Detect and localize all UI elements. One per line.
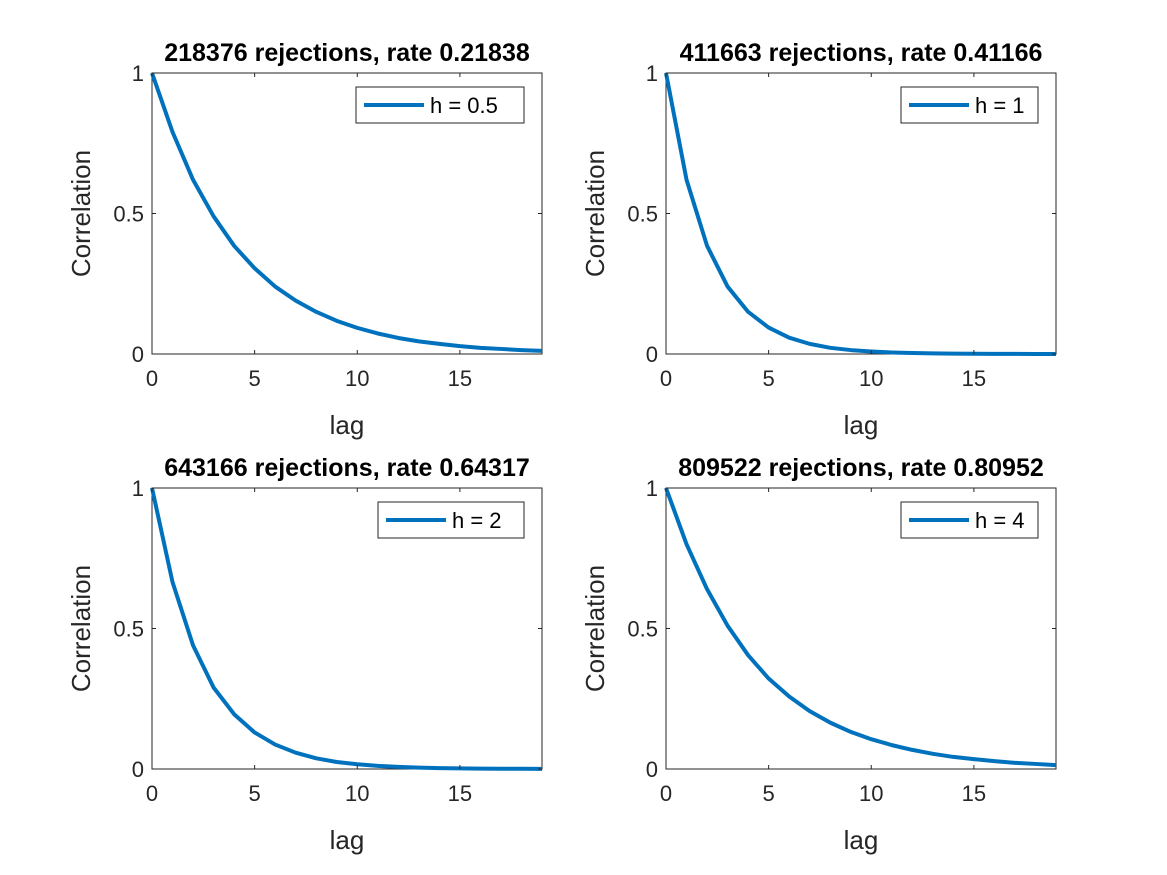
x-tick-label: 10: [859, 781, 883, 806]
y-tick-label: 1: [132, 476, 144, 501]
series-line: [150, 487, 543, 771]
x-axis-label: lag: [330, 825, 365, 855]
legend: h = 0.5: [355, 86, 525, 124]
series-line: [664, 487, 1057, 768]
chart-title: 218376 rejections, rate 0.21838: [164, 39, 530, 67]
y-tick-label: 0.5: [113, 202, 144, 227]
x-axis-label: lag: [844, 825, 879, 855]
y-tick-label: 0: [132, 757, 144, 782]
series-line: [664, 72, 1057, 356]
subplot-2: 0 5 10 15 0 0.5 1 411663 rejections, rate 0.411…: [580, 39, 1057, 440]
legend-label: h = 0.5: [430, 93, 498, 118]
x-tick-label: 15: [448, 366, 472, 391]
y-tick-label: 0: [646, 342, 658, 367]
x-tick-label: 10: [345, 781, 369, 806]
y-tick-label: 1: [646, 476, 658, 501]
x-tick-label: 10: [859, 366, 883, 391]
legend-box: [900, 86, 1039, 124]
y-tick-label: 0: [132, 342, 144, 367]
series-line: [150, 72, 543, 353]
legend: h = 1: [900, 86, 1039, 124]
x-tick-label: 5: [763, 781, 775, 806]
legend-label: h = 2: [452, 508, 502, 533]
chart-title: 411663 rejections, rate 0.41166: [680, 39, 1043, 67]
x-tick-label: 0: [146, 781, 158, 806]
x-tick-label: 0: [660, 366, 672, 391]
y-tick-label: 0.5: [627, 617, 658, 642]
x-axis-label: lag: [330, 410, 365, 440]
legend-label: h = 4: [975, 508, 1025, 533]
x-tick-label: 0: [660, 781, 672, 806]
y-tick-label: 0: [646, 757, 658, 782]
x-axis-label: lag: [844, 410, 879, 440]
x-tick-label: 15: [962, 366, 986, 391]
x-tick-label: 5: [249, 781, 261, 806]
x-tick-label: 15: [448, 781, 472, 806]
x-tick-label: 5: [249, 366, 261, 391]
y-tick-label: 1: [646, 61, 658, 86]
y-axis-label: Correlation: [580, 150, 610, 277]
chart-title: 643166 rejections, rate 0.64317: [164, 454, 530, 482]
legend-label: h = 1: [975, 93, 1025, 118]
subplot-1: 0 5 10 15 0 0.5 1 218376 rejections, rate 0.218…: [66, 39, 543, 440]
legend: h = 4: [900, 501, 1039, 539]
legend: h = 2: [377, 501, 525, 539]
y-axis-label: Correlation: [66, 150, 96, 277]
y-tick-label: 0.5: [113, 617, 144, 642]
x-tick-label: 15: [962, 781, 986, 806]
y-tick-label: 1: [132, 61, 144, 86]
y-axis-label: Correlation: [66, 565, 96, 692]
x-tick-label: 5: [763, 366, 775, 391]
subplot-3: 0 5 10 15 0 0.5 1 643166 rejections, rate 0.643…: [66, 454, 543, 855]
y-axis-label: Correlation: [580, 565, 610, 692]
subplot-4: 0 5 10 15 0 0.5 1 809522 rejections, rate 0.809…: [580, 454, 1057, 855]
x-tick-label: 0: [146, 366, 158, 391]
chart-title: 809522 rejections, rate 0.80952: [678, 454, 1044, 482]
y-tick-label: 0.5: [627, 202, 658, 227]
x-tick-label: 10: [345, 366, 369, 391]
